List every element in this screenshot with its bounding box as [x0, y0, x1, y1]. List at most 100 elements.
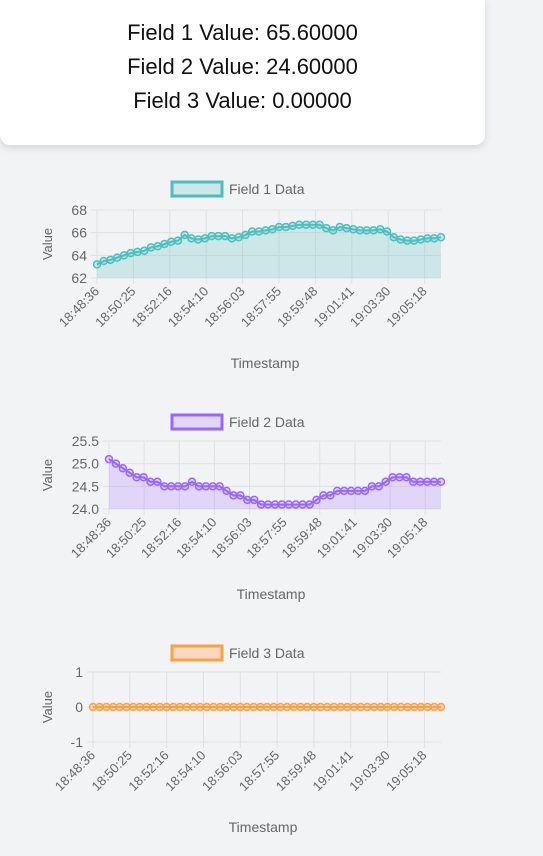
data-point [295, 220, 304, 229]
y-tick-label: 24.5 [72, 478, 99, 494]
data-point [396, 235, 405, 244]
data-point [160, 482, 169, 491]
legend-label: Field 2 Data [229, 414, 305, 430]
data-point [194, 482, 204, 491]
data-point [319, 491, 328, 500]
data-point [388, 473, 397, 482]
data-point [256, 500, 266, 509]
x-axis-title: Timestamp [229, 819, 298, 835]
data-point [422, 477, 432, 487]
data-point [430, 234, 439, 243]
data-point [173, 482, 183, 491]
data-point [241, 230, 250, 240]
field1-chart-svg: Field 1 Data6264666818:48:3618:50:2518:5… [40, 180, 446, 371]
data-point [423, 234, 432, 243]
data-point [153, 477, 162, 487]
y-tick-label: 25.0 [72, 456, 99, 472]
data-point [254, 227, 264, 236]
data-point [125, 468, 134, 477]
legend-swatch [170, 180, 224, 198]
data-point [133, 247, 142, 257]
data-point [389, 232, 399, 242]
data-point [208, 482, 217, 491]
y-tick-label: 68 [71, 202, 87, 218]
data-point [403, 236, 412, 245]
x-axis-title: Timestamp [231, 355, 300, 371]
field2-value-text: Field 2 Value: 24.60000 [127, 54, 358, 79]
x-axis-title: Timestamp [237, 586, 306, 602]
data-point [261, 226, 270, 235]
data-point [409, 236, 419, 245]
data-point [360, 486, 370, 496]
data-point [291, 500, 300, 509]
series-area [109, 459, 441, 509]
data-point [250, 495, 259, 505]
y-tick-label: 24.0 [72, 501, 99, 517]
data-point [367, 482, 377, 491]
field3-value-text: Field 3 Value: 0.00000 [133, 88, 352, 113]
data-point [119, 251, 129, 260]
data-point [342, 223, 351, 233]
field3-chart: Field 3 Data -1 0 1 18:48:36 18:50:25 18:52:16… [0, 636, 543, 851]
data-point [200, 234, 210, 243]
data-point [207, 231, 216, 241]
data-point [229, 491, 238, 500]
data-point [436, 232, 446, 242]
data-point [308, 220, 318, 229]
data-point [126, 248, 135, 258]
data-point [99, 256, 108, 266]
x-tick-label: 19:05:18 [383, 284, 429, 330]
data-point [215, 482, 224, 491]
data-point [139, 473, 148, 482]
data-point [339, 486, 349, 496]
data-point [346, 486, 356, 496]
data-point [409, 477, 418, 487]
y-tick-label: 1 [75, 664, 83, 680]
y-tick-label: 62 [71, 270, 87, 286]
data-point [187, 477, 197, 487]
data-point [222, 486, 231, 496]
data-point [402, 473, 411, 482]
data-point [274, 222, 284, 232]
data-point [160, 239, 169, 249]
data-point [111, 459, 121, 468]
data-point [312, 495, 321, 505]
legend-swatch [170, 413, 224, 431]
field1-value-text: Field 1 Value: 65.60000 [127, 20, 358, 45]
data-point [429, 477, 439, 487]
data-point [382, 227, 392, 236]
data-point [153, 242, 162, 251]
data-point [436, 702, 446, 712]
data-point [353, 486, 363, 496]
y-tick-label: 0 [75, 699, 83, 715]
data-point [281, 222, 291, 232]
data-point [180, 230, 189, 240]
series-line [108, 458, 441, 506]
data-point [374, 482, 383, 491]
legend-label: Field 3 Data [229, 645, 305, 661]
data-point [227, 234, 237, 243]
data-point [166, 237, 176, 246]
data-point [322, 223, 331, 233]
data-point [106, 255, 115, 265]
data-point [268, 225, 277, 234]
data-point [288, 221, 297, 231]
data-point [416, 477, 425, 487]
data-point [284, 500, 294, 509]
data-point [132, 473, 141, 482]
data-point [335, 222, 345, 232]
legend-swatch [170, 644, 224, 662]
data-point [328, 226, 338, 235]
data-point [315, 220, 324, 229]
data-point [369, 226, 378, 235]
y-tick-label: 64 [71, 247, 87, 263]
field-values-card: Field 1 Value: 65.60000 Field 2 Value: 2… [0, 0, 485, 145]
field1-chart: Field 1 Data 62 64 66 68 18:48:36 18:50:25 18:5… [0, 172, 543, 387]
x-tick-label: 19:05:18 [383, 748, 429, 794]
data-point [355, 226, 365, 235]
data-point [333, 486, 342, 496]
data-point [112, 253, 122, 262]
data-point [118, 463, 128, 473]
field2-chart-svg: Field 2 Data24.024.525.025.518:48:3618:5… [40, 413, 446, 602]
data-point [247, 227, 257, 236]
